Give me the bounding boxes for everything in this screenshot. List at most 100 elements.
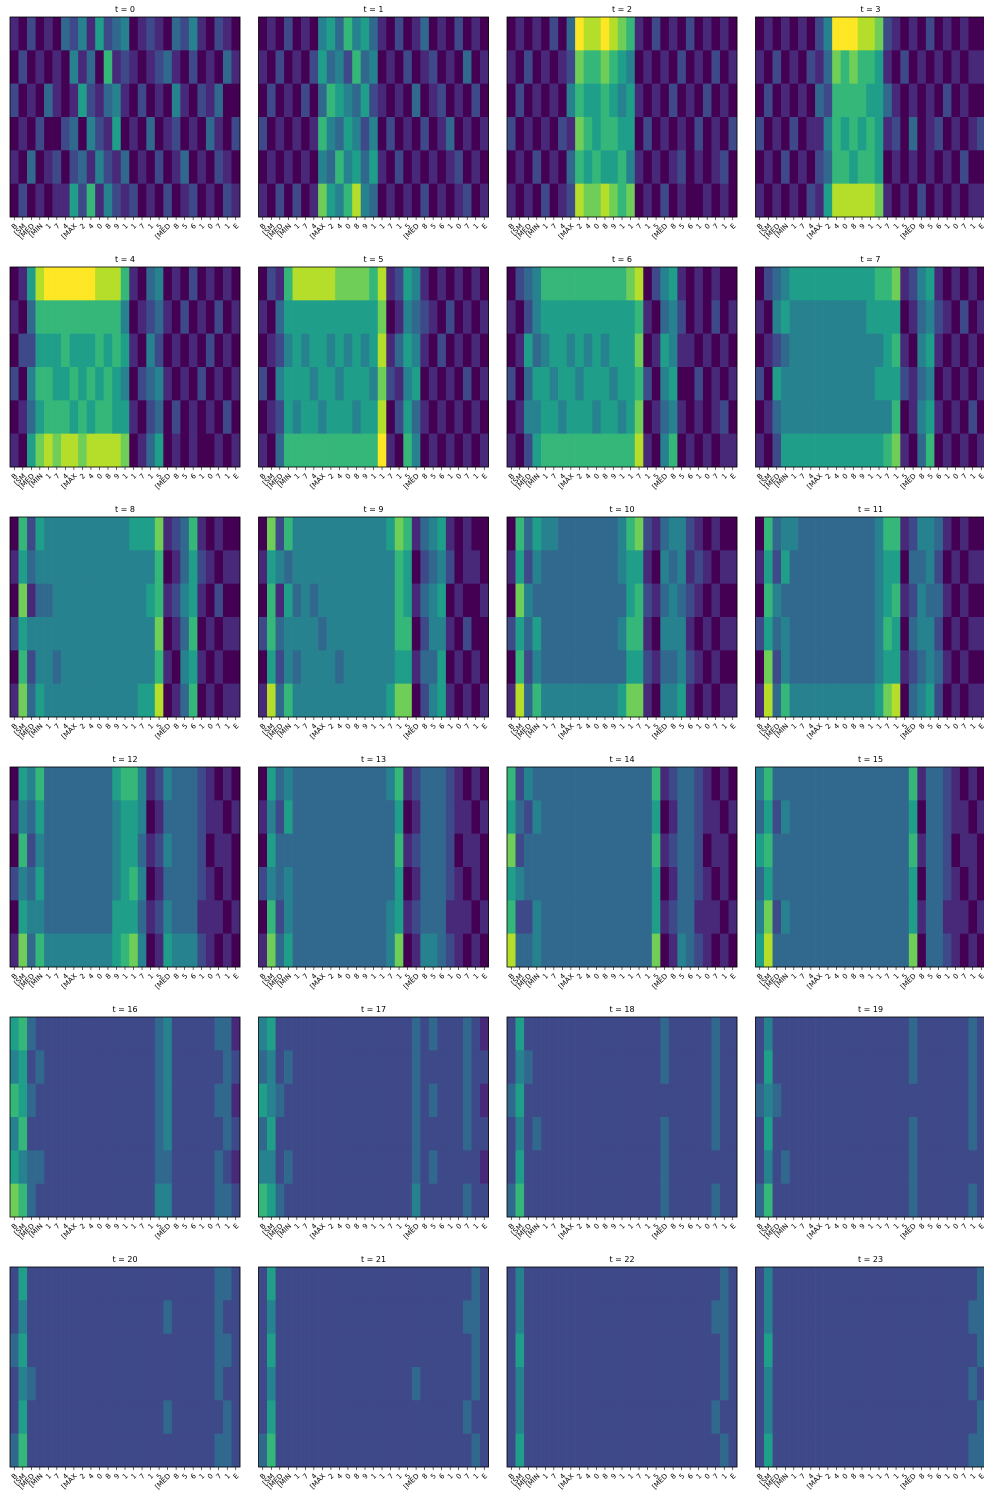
heatmap-cell <box>154 833 164 868</box>
heatmap-cell <box>515 50 525 84</box>
heatmap-cell <box>840 1117 850 1151</box>
heatmap-cell <box>789 1117 799 1151</box>
heatmap-cell <box>524 583 533 618</box>
heatmap-cell <box>420 1017 430 1051</box>
heatmap-cell <box>44 1117 53 1151</box>
heatmap-cell <box>35 400 45 434</box>
heatmap-cell <box>318 433 327 468</box>
heatmap-cell <box>360 150 370 184</box>
heatmap-cell <box>600 400 610 434</box>
heatmap-cell <box>369 933 379 968</box>
x-tick-label: E <box>232 1222 241 1231</box>
heatmap-cell <box>231 583 241 618</box>
heatmap-cell <box>377 933 387 968</box>
heatmap-cell <box>900 683 910 718</box>
heatmap-cell <box>840 433 850 468</box>
heatmap-cell <box>976 1117 984 1151</box>
x-tick-label: 7 <box>215 222 224 231</box>
heatmap-cell <box>301 150 310 184</box>
heatmap-cell <box>507 867 516 901</box>
heatmap-cell <box>180 1333 190 1368</box>
heatmap-cell <box>532 50 542 84</box>
heatmap-cell <box>677 1267 687 1301</box>
heatmap-cell <box>515 1300 525 1334</box>
heatmap-cell <box>163 650 173 684</box>
heatmap-cell <box>61 517 70 551</box>
heatmap-cell <box>35 517 45 551</box>
heatmap-cell <box>462 1117 472 1151</box>
heatmap-cell <box>231 50 241 84</box>
heatmap-cell <box>27 183 36 218</box>
heatmap-cell <box>471 617 481 651</box>
heatmap-cell <box>634 183 644 218</box>
x-tick-label: 7 <box>550 722 559 731</box>
heatmap-cell <box>781 400 790 434</box>
heatmap-cell <box>462 517 472 551</box>
heatmap-cell <box>462 400 472 434</box>
x-tick-label: 0 <box>592 222 601 231</box>
heatmap-cell <box>428 650 438 684</box>
heatmap-cell <box>566 867 576 901</box>
heatmap-cell <box>120 183 130 218</box>
x-tick-label: 1 <box>130 722 139 731</box>
x-tick-label: 5 <box>678 1222 687 1231</box>
heatmap-cell <box>258 583 268 618</box>
heatmap-cell <box>789 767 799 801</box>
heatmap-cell <box>942 17 952 51</box>
heatmap-cell <box>925 867 935 901</box>
heatmap-cell <box>592 1267 602 1301</box>
heatmap-cell <box>120 150 130 184</box>
heatmap-cell <box>163 433 173 468</box>
heatmap-cell <box>507 83 516 118</box>
heatmap-cell <box>52 1183 62 1218</box>
heatmap-cell <box>86 650 96 684</box>
heatmap-cell <box>454 1183 464 1218</box>
heatmap-cell <box>267 1150 276 1184</box>
heatmap-cell <box>549 1117 559 1151</box>
heatmap-cell <box>154 867 164 901</box>
heatmap-cell <box>411 367 421 401</box>
heatmap-cell <box>651 367 661 401</box>
heatmap-cell <box>86 1083 96 1118</box>
heatmap-cell <box>874 1083 884 1118</box>
heatmap-cell <box>394 150 404 184</box>
heatmap-cell <box>798 867 807 901</box>
x-tick-label: 9 <box>112 222 121 231</box>
x-tick-label: 7 <box>301 722 310 731</box>
subplot: t = 14B[SM[MED[MIN 1 7 4[MAX 2 4 0 8 9 1 1 7 1 5[MED 8… <box>506 755 738 991</box>
heatmap-cell <box>171 617 181 651</box>
heatmap-cell <box>702 267 712 301</box>
heatmap-cell <box>44 83 53 118</box>
heatmap-cell <box>728 1300 738 1334</box>
heatmap-cell <box>781 933 790 968</box>
heatmap-cell <box>231 1017 241 1051</box>
heatmap-cell <box>609 1433 619 1468</box>
heatmap-cell <box>515 150 525 184</box>
heatmap-cell <box>617 617 627 651</box>
heatmap-cell <box>112 1050 122 1084</box>
heatmap-cell <box>403 867 413 901</box>
heatmap-cell <box>352 800 362 834</box>
heatmap-cell <box>44 1083 53 1118</box>
heatmap-cell <box>78 683 87 718</box>
heatmap-cell <box>866 550 876 584</box>
heatmap-cell <box>146 617 156 651</box>
x-tick-label: 1 <box>943 972 952 981</box>
heatmap-cell <box>129 767 139 801</box>
heatmap-cell <box>78 1433 87 1468</box>
heatmap-cell <box>112 583 122 618</box>
heatmap-cell <box>823 1150 833 1184</box>
x-tick-label: 5 <box>404 972 413 981</box>
x-tick-label: 1 <box>644 722 653 731</box>
x-tick-label: 2 <box>824 222 833 231</box>
x-tick-label: 4 <box>335 472 344 481</box>
heatmap-cell <box>789 833 799 868</box>
heatmap-cell <box>815 650 824 684</box>
heatmap-cell <box>634 300 644 334</box>
x-tick-label: 1 <box>866 722 875 731</box>
heatmap-cell <box>95 50 105 84</box>
heatmap-cell <box>626 583 636 618</box>
heatmap-cell <box>146 433 156 468</box>
heatmap-cell <box>214 1050 224 1084</box>
x-tick-label: 1 <box>541 972 550 981</box>
